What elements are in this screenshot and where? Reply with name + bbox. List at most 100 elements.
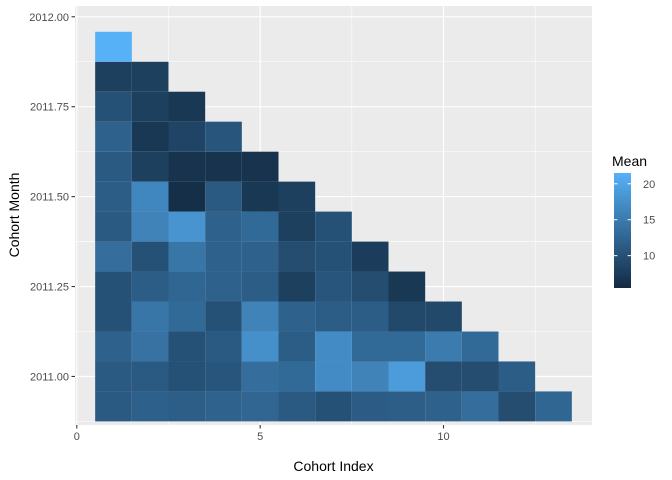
heatmap-tile xyxy=(205,211,242,242)
heatmap-tile xyxy=(498,361,536,392)
heatmap-tile xyxy=(241,181,279,212)
heatmap-tile xyxy=(95,31,132,62)
heatmap-tile xyxy=(131,271,169,302)
heatmap-tile xyxy=(95,121,132,152)
heatmap-tile xyxy=(95,91,132,122)
heatmap-tile xyxy=(278,331,316,362)
heatmap-tile xyxy=(351,391,389,422)
heatmap-tile xyxy=(388,361,426,392)
heatmap-tile xyxy=(205,361,242,392)
heatmap-tile xyxy=(95,211,132,242)
legend-tick-label: 15 xyxy=(643,215,655,227)
heatmap-tile xyxy=(241,151,279,182)
heatmap-tile xyxy=(388,271,426,302)
heatmap-tile xyxy=(278,391,316,422)
heatmap-tile xyxy=(131,391,169,422)
heatmap-tile xyxy=(205,301,242,332)
heatmap-tile xyxy=(131,181,169,212)
heatmap-tile xyxy=(168,391,206,422)
heatmap-tile xyxy=(205,331,242,362)
heatmap-tile xyxy=(278,271,316,302)
heatmap-tile xyxy=(315,391,352,422)
heatmap-tile xyxy=(131,91,169,122)
heatmap-tile xyxy=(205,241,242,272)
color-legend: Mean 10 15 20 xyxy=(612,153,655,288)
heatmap-tile xyxy=(168,91,206,122)
heatmap-tile xyxy=(425,301,462,332)
heatmap-tile xyxy=(388,301,426,332)
heatmap-tile xyxy=(168,361,206,392)
heatmap-tile xyxy=(131,361,169,392)
heatmap-tile xyxy=(315,271,352,302)
heatmap-tile xyxy=(315,241,352,272)
heatmap-tile xyxy=(95,181,132,212)
x-tick-label: 5 xyxy=(257,431,263,443)
y-tick-label: 2011.25 xyxy=(30,282,69,294)
heatmap-tile xyxy=(315,211,352,242)
heatmap-tile xyxy=(241,211,279,242)
heatmap-tile xyxy=(278,181,316,212)
heatmap-tile xyxy=(425,391,462,422)
heatmap-tile xyxy=(205,151,242,182)
heatmap-tile xyxy=(425,361,462,392)
heatmap-tile xyxy=(95,271,132,302)
heatmap-tile xyxy=(425,331,462,362)
heatmap-tile xyxy=(241,391,279,422)
x-tick-label: 10 xyxy=(437,431,449,443)
heatmap-tile xyxy=(131,241,169,272)
heatmap-tile xyxy=(315,301,352,332)
legend-ticks: 10 15 20 xyxy=(614,179,655,263)
x-tick-label: 0 xyxy=(74,431,80,443)
heatmap-tile xyxy=(168,121,206,152)
legend-title: Mean xyxy=(612,153,647,169)
heatmap-tile xyxy=(241,361,279,392)
y-tick-label: 2011.00 xyxy=(30,371,69,383)
heatmap-tile xyxy=(461,331,499,362)
heatmap-tile xyxy=(498,391,536,422)
heatmap-tile xyxy=(168,241,206,272)
heatmap-tile xyxy=(351,271,389,302)
heatmap-tile xyxy=(168,301,206,332)
legend-colorbar xyxy=(614,173,631,288)
heatmap-tile xyxy=(205,121,242,152)
heatmap-tile xyxy=(535,391,572,422)
heatmap-tile xyxy=(278,361,316,392)
heatmap-tile xyxy=(388,331,426,362)
heatmap-tile xyxy=(241,301,279,332)
heatmap-tile xyxy=(461,361,499,392)
heatmap-tile xyxy=(278,301,316,332)
heatmap-tile xyxy=(131,331,169,362)
x-axis: 0 5 10 xyxy=(74,425,450,443)
heatmap-tile xyxy=(168,181,206,212)
heatmap-tile xyxy=(131,61,169,92)
y-tick-label: 2011.75 xyxy=(30,102,69,114)
y-tick-label: 2012.00 xyxy=(29,12,69,24)
heatmap-tile xyxy=(315,331,352,362)
y-axis-title: Cohort Month xyxy=(6,173,22,258)
heatmap-tile xyxy=(388,391,426,422)
heatmap-tile xyxy=(95,301,132,332)
heatmap-tile xyxy=(351,331,389,362)
heatmap-tile xyxy=(168,331,206,362)
legend-tick-label: 10 xyxy=(643,251,655,263)
heatmap-tile xyxy=(168,211,206,242)
y-tick-label: 2011.50 xyxy=(30,192,69,204)
heatmap-tile xyxy=(241,331,279,362)
heatmap-tile xyxy=(131,301,169,332)
heatmap-tiles xyxy=(95,31,572,422)
heatmap-tile xyxy=(131,151,169,182)
heatmap-tile xyxy=(461,391,499,422)
heatmap-tile xyxy=(351,361,389,392)
heatmap-tile xyxy=(205,391,242,422)
heatmap-tile xyxy=(168,271,206,302)
heatmap-tile xyxy=(95,331,132,362)
heatmap-tile xyxy=(131,211,169,242)
heatmap-tile xyxy=(351,241,389,272)
heatmap-tile xyxy=(95,391,132,422)
heatmap-tile xyxy=(278,241,316,272)
heatmap-tile xyxy=(351,301,389,332)
heatmap-tile xyxy=(168,151,206,182)
heatmap-tile xyxy=(131,121,169,152)
legend-tick-label: 20 xyxy=(643,179,655,191)
heatmap-tile xyxy=(95,361,132,392)
